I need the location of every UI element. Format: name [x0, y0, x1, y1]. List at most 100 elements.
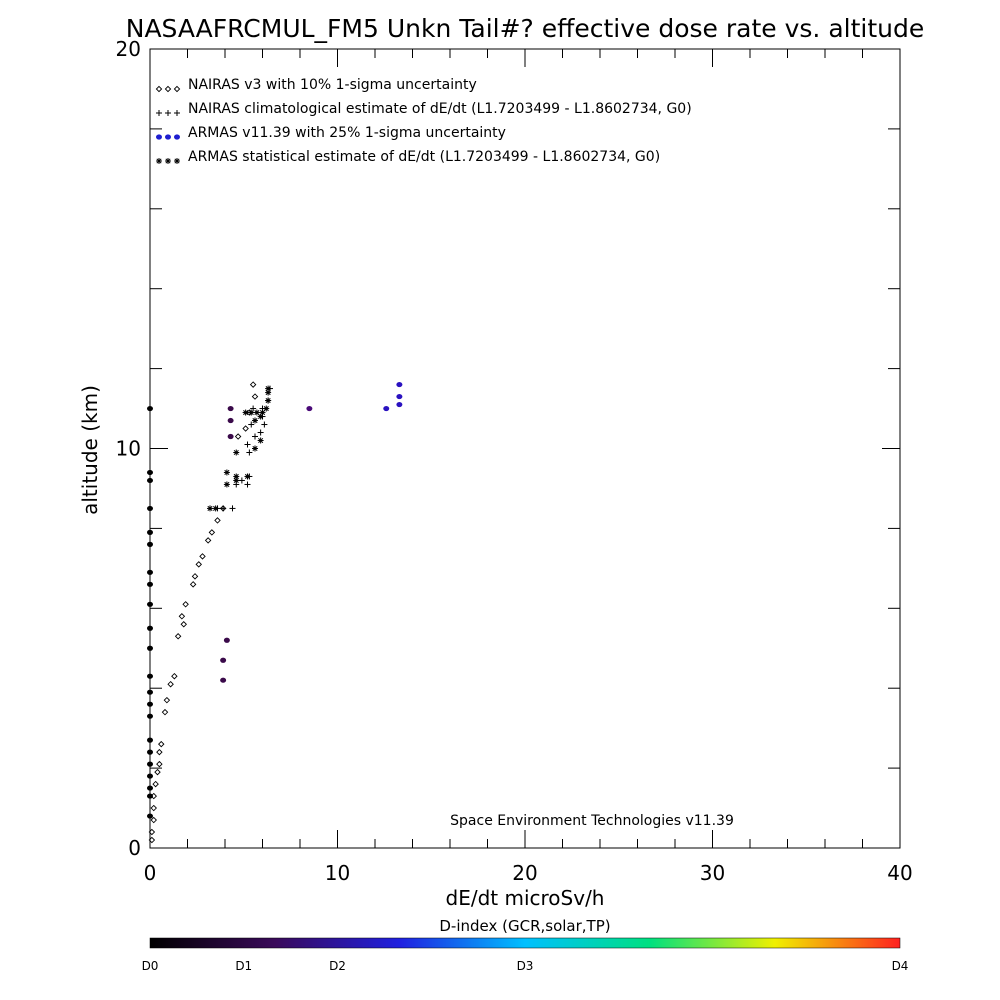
data-point: [165, 158, 171, 164]
data-point: [220, 657, 227, 663]
data-point: [265, 385, 272, 392]
colorbar-label: D3: [517, 959, 534, 973]
data-point: [207, 505, 213, 512]
y-tick-label: 10: [116, 437, 141, 461]
data-point: [251, 393, 259, 400]
data-point: [263, 405, 270, 412]
data-point: [238, 477, 245, 484]
y-tick-label: 20: [116, 37, 141, 61]
data-point: [147, 749, 153, 755]
data-point: [174, 633, 182, 640]
data-point: [174, 158, 180, 164]
data-point: [147, 713, 153, 719]
data-point: [174, 134, 180, 140]
colorbar-label: D1: [235, 959, 252, 973]
data-point: [178, 613, 186, 620]
credit-text: Space Environment Technologies v11.39: [450, 813, 734, 829]
data-point: [148, 836, 156, 844]
x-tick-label: 30: [700, 861, 725, 885]
data-point: [147, 793, 153, 799]
data-point: [252, 417, 258, 424]
data-point: [223, 481, 230, 488]
data-point: [147, 737, 153, 743]
data-point: [257, 429, 264, 436]
colorbar-labels: D0 D1 D2 D3 D4: [142, 959, 909, 973]
data-point: [150, 816, 157, 824]
data-point: [257, 437, 264, 444]
data-point: [383, 405, 390, 412]
data-point: [306, 405, 313, 412]
data-point: [265, 389, 272, 396]
data-point: [244, 441, 251, 448]
colorbar: [149, 937, 901, 949]
data-point: [204, 537, 212, 544]
data-point: [191, 573, 199, 580]
data-point: [154, 768, 161, 776]
x-axis-label: dE/dt microSv/h: [446, 886, 605, 910]
x-tick-label: 20: [512, 861, 537, 885]
data-point: [147, 701, 153, 707]
data-point: [147, 469, 153, 476]
data-point: [223, 637, 230, 643]
legend-label: NAIRAS climatological estimate of dE/dt …: [188, 101, 692, 117]
data-point: [147, 785, 153, 791]
data-point: [147, 773, 153, 779]
data-point: [156, 110, 162, 116]
data-point: [147, 477, 153, 484]
colorbar-label: D2: [329, 959, 346, 973]
data-point: [155, 85, 163, 93]
legend-label: ARMAS v11.39 with 25% 1-sigma uncertaint…: [188, 125, 506, 141]
data-point: [161, 708, 169, 716]
data-point: [148, 828, 156, 836]
data-point: [165, 134, 171, 140]
data-point: [229, 505, 236, 512]
data-point: [147, 569, 153, 575]
data-point: [147, 541, 153, 547]
data-point: [182, 601, 189, 608]
data-point: [180, 621, 187, 628]
chart-title: NASAAFRCMUL_FM5 Unkn Tail#? effective do…: [126, 14, 925, 43]
data-point: [233, 473, 240, 480]
data-point: [147, 673, 153, 679]
data-point: [150, 804, 157, 812]
data-point: [252, 433, 258, 440]
data-point: [227, 405, 234, 412]
data-point: [147, 405, 153, 412]
data-point: [147, 625, 153, 631]
data-point: [223, 469, 230, 476]
data-point: [199, 553, 206, 560]
data-point: [244, 481, 251, 488]
data-point: [396, 401, 403, 408]
data-point: [189, 581, 197, 588]
data-point: [214, 517, 221, 524]
data-point: [246, 449, 253, 456]
data-point: [253, 409, 260, 416]
colorbar-title: D-index (GCR,solar,TP): [439, 917, 610, 935]
data-point: [220, 677, 227, 683]
data-point: [252, 445, 258, 452]
data-point: [249, 381, 257, 388]
colorbar-label: D0: [142, 959, 159, 973]
data-point: [174, 110, 180, 116]
data-point: [147, 529, 153, 535]
data-point: [396, 393, 403, 400]
data-point: [242, 409, 249, 416]
x-tick-label: 10: [325, 861, 350, 885]
axis-tick-labels: 0 10 20 30 40 0 10 20: [116, 37, 913, 885]
plot-frame: [149, 48, 901, 849]
data-point: [212, 505, 219, 512]
data-point: [227, 433, 234, 440]
data-point: [158, 740, 165, 748]
data-point: [244, 473, 251, 480]
data-point: [220, 505, 227, 512]
data-point: [147, 813, 153, 819]
data-point: [227, 417, 234, 424]
data-point: [156, 134, 162, 140]
data-point: [156, 158, 162, 164]
data-point: [167, 680, 174, 688]
legend: NAIRAS v3 with 10% 1-sigma uncertainty NA…: [155, 77, 692, 165]
data-point: [208, 529, 216, 536]
data-point: [147, 601, 153, 607]
data-point: [396, 381, 403, 388]
